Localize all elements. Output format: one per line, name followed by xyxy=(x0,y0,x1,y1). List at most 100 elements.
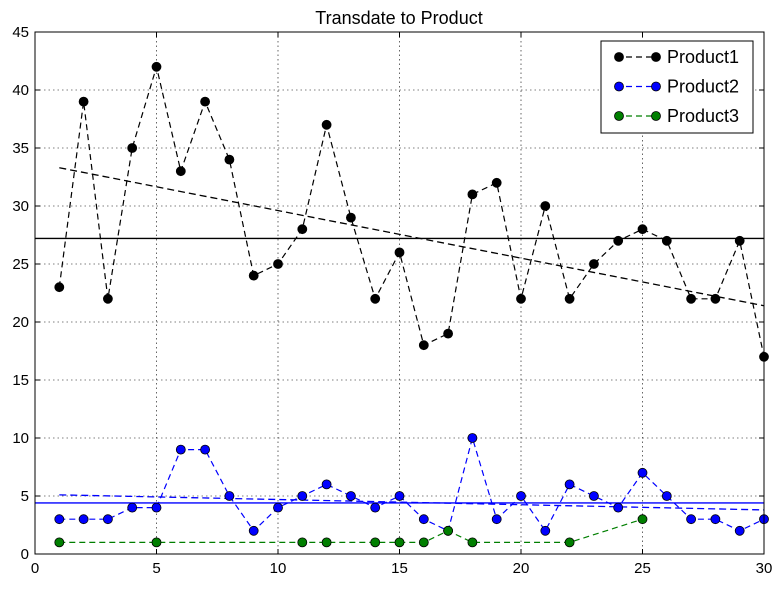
x-tick-label: 5 xyxy=(152,560,160,577)
data-point xyxy=(321,119,332,130)
legend-label: Product2 xyxy=(667,77,739,97)
data-point xyxy=(127,502,138,513)
chart-title: Transdate to Product xyxy=(315,8,482,28)
data-point xyxy=(78,96,89,107)
data-point xyxy=(734,235,745,246)
data-point xyxy=(516,491,526,501)
data-point xyxy=(418,537,429,548)
data-point xyxy=(418,514,429,525)
y-tick-label: 0 xyxy=(21,546,29,563)
data-point xyxy=(248,525,259,536)
data-point xyxy=(637,514,648,525)
x-tick-label: 15 xyxy=(391,560,408,577)
legend-swatch-marker xyxy=(651,81,661,92)
data-point xyxy=(78,514,89,525)
y-tick-label: 45 xyxy=(12,24,29,41)
data-point xyxy=(589,259,599,269)
data-point xyxy=(248,270,259,281)
data-point xyxy=(370,502,381,513)
data-point xyxy=(394,491,405,501)
data-point xyxy=(370,537,381,548)
data-point xyxy=(467,433,478,443)
x-tick-label: 10 xyxy=(270,560,287,577)
data-point xyxy=(224,154,235,165)
data-point xyxy=(200,444,211,455)
data-point xyxy=(564,479,575,490)
data-point xyxy=(200,96,211,107)
data-point xyxy=(637,467,648,478)
data-point xyxy=(564,293,575,304)
data-point xyxy=(661,235,672,246)
data-point xyxy=(151,502,162,513)
data-point xyxy=(710,514,721,525)
legend-swatch-marker xyxy=(614,111,624,121)
data-point xyxy=(686,514,696,525)
data-point xyxy=(734,525,745,536)
legend-label: Product1 xyxy=(667,47,739,67)
data-point xyxy=(394,537,405,548)
data-point xyxy=(589,491,599,501)
trend-line xyxy=(59,167,765,307)
y-tick-label: 30 xyxy=(12,198,29,215)
data-point xyxy=(321,479,332,490)
y-tick-label: 35 xyxy=(12,140,29,157)
x-tick-label: 20 xyxy=(513,560,530,577)
legend-swatch-marker xyxy=(651,111,661,121)
data-point xyxy=(151,537,162,548)
data-point xyxy=(370,293,381,304)
y-tick-label: 25 xyxy=(12,256,29,273)
data-point xyxy=(345,212,356,223)
legend-swatch-marker xyxy=(651,52,661,62)
data-point xyxy=(613,235,624,246)
data-point xyxy=(394,247,405,258)
data-point xyxy=(103,514,113,525)
data-point xyxy=(418,340,429,351)
data-point xyxy=(637,224,648,235)
data-point xyxy=(710,293,721,304)
legend-swatch-marker xyxy=(614,81,624,92)
y-tick-label: 5 xyxy=(21,488,29,505)
series-Product2 xyxy=(54,433,769,536)
data-point xyxy=(345,491,356,501)
x-tick-label: 30 xyxy=(756,560,773,577)
data-point xyxy=(151,61,162,72)
data-point xyxy=(564,537,575,548)
data-point xyxy=(103,293,113,304)
data-point xyxy=(175,166,186,177)
legend-swatch-marker xyxy=(614,52,624,62)
data-point xyxy=(467,189,478,200)
y-tick-label: 20 xyxy=(12,314,29,331)
series-line xyxy=(59,435,765,532)
data-point xyxy=(467,537,478,548)
data-point xyxy=(54,514,65,525)
data-point xyxy=(175,444,186,455)
data-point xyxy=(443,525,454,536)
x-tick-label: 25 xyxy=(634,560,651,577)
data-point xyxy=(540,525,551,536)
data-point xyxy=(297,224,308,235)
data-point xyxy=(613,502,624,513)
series-line xyxy=(59,518,643,544)
trend-line xyxy=(59,494,765,511)
y-tick-label: 15 xyxy=(12,372,29,389)
data-point xyxy=(297,491,308,501)
x-tick-label: 0 xyxy=(31,560,39,577)
data-point xyxy=(224,491,235,501)
data-point xyxy=(297,537,308,548)
data-point xyxy=(491,514,502,525)
data-point xyxy=(127,143,138,153)
data-point xyxy=(443,328,454,339)
y-tick-label: 10 xyxy=(12,430,29,447)
legend-label: Product3 xyxy=(667,106,739,126)
series-lines xyxy=(54,61,769,548)
axis-ticks: 0 5 10 15 20 25 30 0 5 10 15 20 25 30 35 40 45 xyxy=(12,24,772,577)
data-point xyxy=(540,201,551,211)
legend: Product1 Product2 Product3 xyxy=(600,40,754,134)
data-point xyxy=(54,282,65,293)
data-point xyxy=(273,502,283,513)
data-point xyxy=(54,537,65,548)
series-Product3 xyxy=(54,514,648,548)
data-point xyxy=(516,293,526,304)
